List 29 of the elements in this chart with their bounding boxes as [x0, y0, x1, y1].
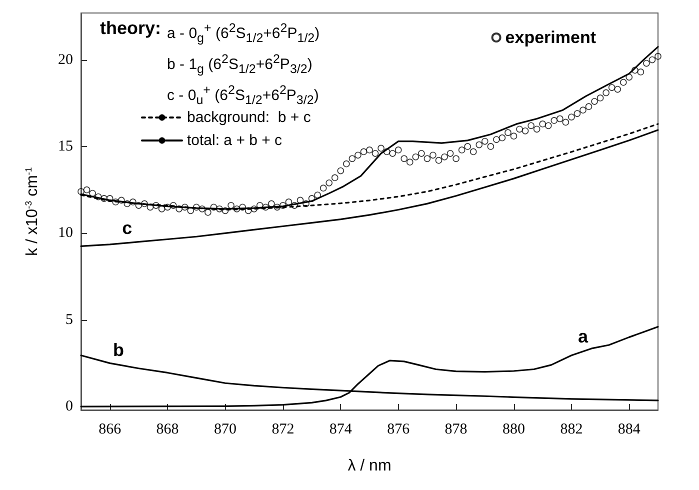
x-tick-label: 868 — [156, 422, 179, 438]
x-tick-label: 880 — [502, 422, 525, 438]
y-axis-title: k / x10-3 cm-1 — [24, 167, 41, 256]
annotation: c — [122, 218, 132, 238]
x-tick-label: 878 — [444, 422, 468, 438]
x-tick-label: 874 — [329, 422, 352, 438]
legend-label: experiment — [505, 28, 596, 47]
x-tick-label: 882 — [560, 422, 583, 438]
x-tick-label: 866 — [98, 422, 122, 438]
annotation: b — [113, 340, 124, 360]
annotation: a — [578, 326, 589, 346]
text: a - 0$_{g}$$^{+}$ (6$^{2}$S$_{1/2}$+6$^{2}$P$_{1/2}$) — [167, 21, 320, 45]
line-series — [80, 326, 659, 408]
legend-label: background: b + c — [187, 109, 312, 126]
x-tick-label: 870 — [214, 422, 236, 438]
legend-title: theory: — [100, 18, 162, 39]
y-tick-label: 15 — [58, 138, 73, 154]
line-series — [80, 129, 659, 247]
x-tick-label: 876 — [387, 422, 410, 438]
text: b - 1$_{g}$ (6$^{2}$S$_{1/2}$+6$^{2}$P$_{3/2}$) — [167, 52, 312, 76]
legend-label: total: a + b + c — [187, 132, 283, 149]
y-tick-label: 10 — [58, 225, 73, 242]
x-tick-label: 884 — [618, 422, 641, 438]
y-tick-label: 20 — [58, 52, 73, 68]
x-axis-title: λ / nm — [348, 458, 392, 474]
y-tick-label: 5 — [66, 312, 73, 328]
text: c - 0$_{u}$$^{+}$ (6$^{2}$S$_{1/2}$+6$^{2}$P$_{3/2}$) — [167, 83, 319, 107]
y-tick-label: 0 — [66, 398, 73, 415]
x-tick-label: 872 — [272, 422, 294, 438]
